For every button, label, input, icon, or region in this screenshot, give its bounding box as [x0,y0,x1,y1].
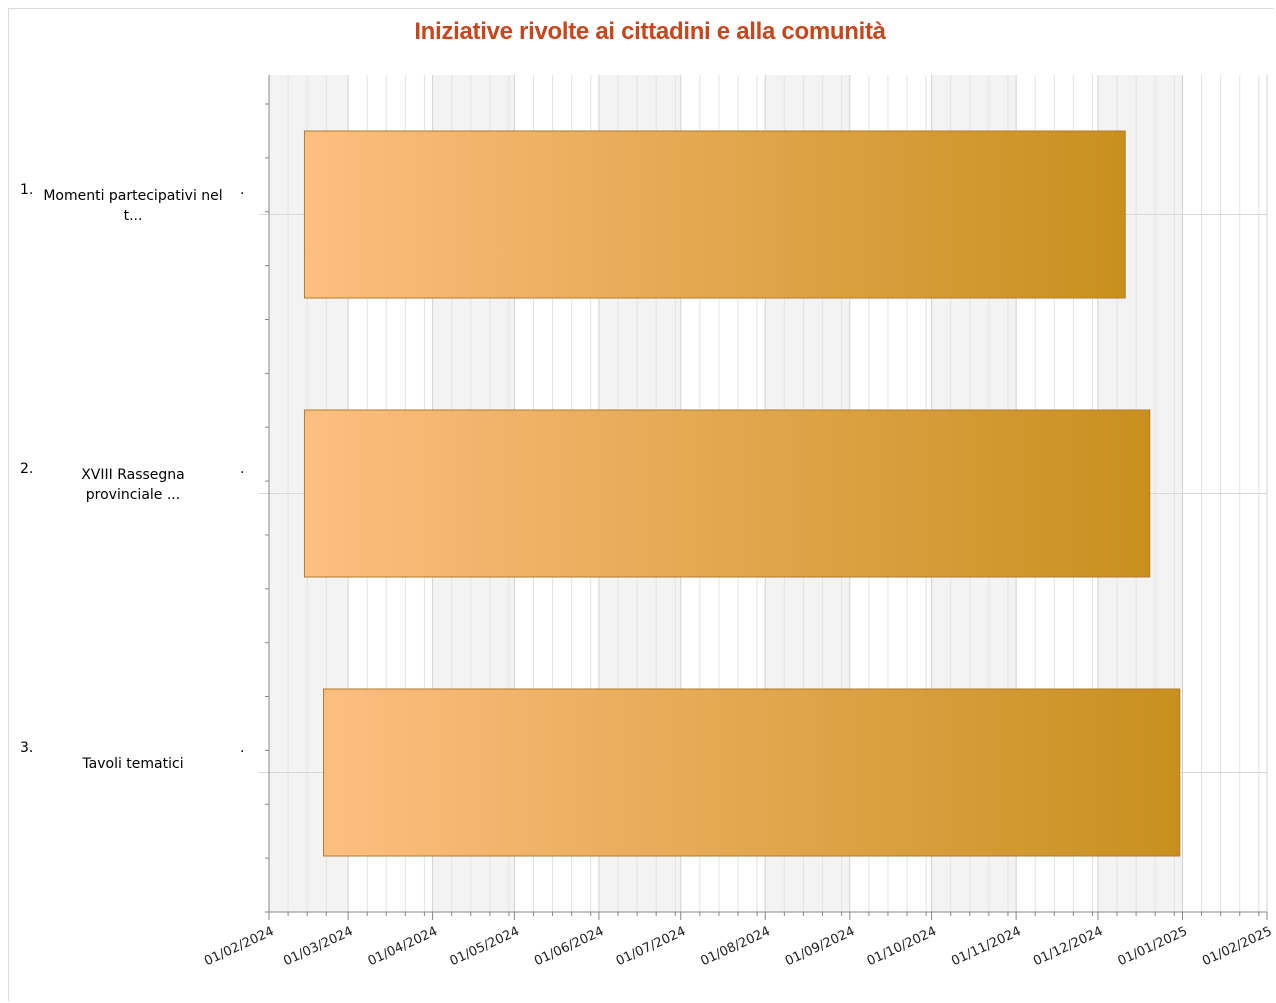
x-tick-label: 01/09/2024 [783,924,857,969]
x-tick-label: 01/11/2024 [949,924,1023,969]
category-label: provinciale ... [85,486,181,503]
chart-frame [8,8,1274,1001]
x-tick-label: 01/07/2024 [614,924,688,969]
category-number: 2. [20,460,34,477]
category-label: Tavoli tematici [82,755,184,772]
category-label: t... [123,207,143,224]
category-number: 3. [20,739,34,756]
x-tick-label: 01/04/2024 [366,924,440,969]
x-tick-label: 01/03/2024 [281,924,355,969]
x-tick-label: 01/08/2024 [698,924,772,969]
category-number: 1. [20,181,34,198]
category-dot: . [240,181,245,198]
x-tick-label: 01/12/2024 [1031,924,1105,969]
x-tick-label: 01/02/2025 [1200,924,1274,969]
category-dot: . [240,460,245,477]
chart-title: Iniziative rivolte ai cittadini e alla c… [414,18,886,45]
x-tick-label: 01/05/2024 [448,924,522,969]
gantt-bar [303,130,1126,299]
category-label: XVIII Rassegna [81,466,185,483]
category-label: Momenti partecipativi nel [43,187,223,204]
x-tick-label: 01/01/2025 [1116,924,1190,969]
x-tick-label: 01/02/2024 [202,924,276,969]
gantt-bar [323,688,1181,857]
category-dot: . [240,739,245,756]
x-tick-label: 01/06/2024 [532,924,606,969]
gantt-bar [303,409,1151,578]
x-tick-label: 01/10/2024 [865,924,939,969]
